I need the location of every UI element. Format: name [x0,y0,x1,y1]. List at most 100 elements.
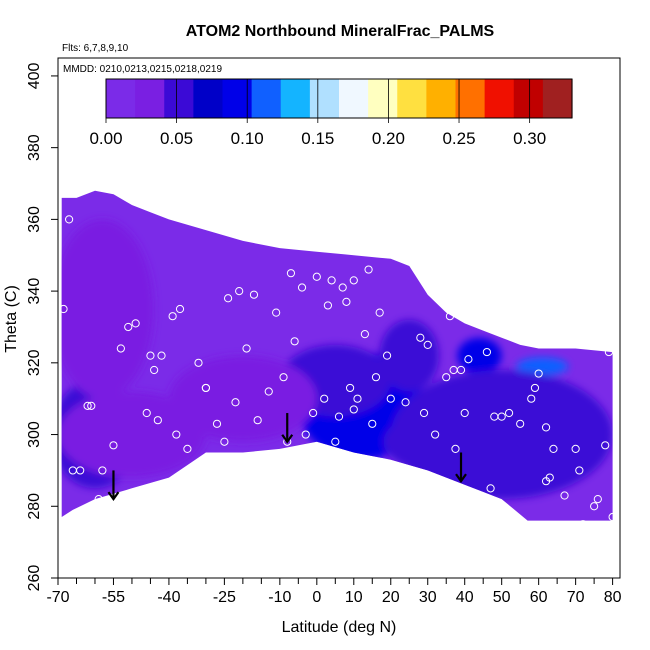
colorbar-swatch-4 [222,79,253,118]
sample-point-35 [327,276,336,285]
sample-point-64 [504,408,514,418]
sample-point-17 [175,304,185,314]
sample-point-72 [545,473,554,482]
colorbar-swatch-11 [426,79,457,118]
x-tick-label-3: -25 [213,589,236,606]
colorbar-tick-label-2: 0.10 [231,129,264,148]
sample-points [59,215,617,529]
sample-point-39 [349,405,358,414]
flight-arrow-2 [455,452,467,484]
sample-point-89 [297,283,307,292]
colorbar-tick-label-3: 0.15 [301,129,334,148]
x-tick-label-2: -40 [157,589,180,606]
sample-point-90 [323,301,333,310]
y-tick-label-7: 400 [26,62,43,89]
sample-point-4 [87,401,96,410]
colorbar-tick-label-6: 0.30 [513,129,546,148]
sample-point-13 [153,416,162,425]
flights-subtitle: Flts: 6,7,8,9,10 [62,43,129,54]
colorbar-tick-label-1: 0.05 [160,129,193,148]
sample-point-57 [456,365,466,375]
colorbar-swatch-1 [135,79,165,118]
sample-point-21 [223,294,233,303]
sample-point-91 [338,283,347,292]
sample-point-87 [220,437,229,446]
heat-feature-12 [61,391,206,478]
x-tick-label-6: 10 [345,589,363,606]
sample-point-45 [382,351,392,360]
sample-point-77 [578,520,588,529]
sample-point-73 [549,444,558,453]
x-tick-label-12: 70 [567,589,585,606]
colorbar-swatch-8 [339,79,369,118]
heat-feature-4 [516,357,569,376]
y-tick-label-1: 280 [26,493,43,520]
x-axis: -70 -55 -40 -25 -10 0 10 20 30 40 50 60 70 80 [46,578,622,606]
sample-point-7 [109,441,118,450]
heat-feature-13 [61,219,155,399]
sample-point-46 [386,394,395,403]
flight-arrow-1 [281,413,294,444]
x-tick-label-0: -70 [46,589,69,606]
colorbar-swatch-2 [164,79,194,118]
sample-point-60 [482,347,491,357]
x-tick-label-4: -10 [268,589,291,606]
sample-point-9 [124,322,133,332]
sample-point-43 [371,373,381,382]
sample-point-93 [349,276,358,285]
x-tick-label-8: 30 [419,589,437,606]
colorbar-swatch-9 [368,79,398,118]
colorbar-tick-label-5: 0.25 [442,129,475,148]
sample-point-31 [290,337,299,346]
colorbar-tick-label-4: 0.20 [372,129,405,148]
sample-point-70 [541,423,551,432]
sample-point-68 [530,383,540,393]
sample-point-63 [497,412,506,421]
sample-point-54 [445,312,455,321]
sample-point-16 [172,480,181,489]
sample-point-12 [150,365,159,375]
sample-point-23 [235,287,244,296]
colorbar-swatch-14 [513,79,544,118]
sample-point-66 [523,330,532,339]
sample-point-53 [442,373,451,382]
y-tick-label-4: 340 [26,278,43,305]
sample-point-75 [571,444,580,453]
sample-point-78 [590,502,599,511]
sample-point-3 [76,466,85,475]
sample-point-86 [172,430,181,439]
x-tick-label-5: 0 [312,589,321,606]
sample-point-15 [168,312,177,321]
sample-point-27 [264,387,273,396]
colorbar-swatch-10 [397,79,427,118]
sample-point-38 [345,383,355,393]
x-tick-label-7: 20 [382,589,400,606]
colorbar-swatch-3 [193,79,224,118]
sample-point-25 [249,290,259,299]
x-tick-label-9: 40 [456,589,474,606]
flight-arrow-0 [107,470,120,501]
colorbar-swatch-13 [484,79,515,118]
sample-point-96 [146,351,155,360]
sample-point-85 [183,444,192,453]
chart-title: ATOM2 Northbound MineralFrac_PALMS [186,23,495,40]
sample-point-84 [194,358,203,367]
y-axis: 260 280 300 320 340 360 380 400 [26,62,58,591]
sample-point-33 [309,408,318,418]
heat-feature-14 [390,370,613,500]
sample-point-88 [312,272,321,281]
sample-point-61 [486,484,495,493]
sample-point-28 [272,308,281,317]
y-tick-label-6: 380 [26,134,43,161]
colorbar: 0.00 0.05 0.10 0.15 0.20 0.25 0.30 [89,78,573,148]
sample-point-42 [368,419,377,428]
sample-point-10 [131,319,140,328]
sample-point-19 [212,419,222,428]
sample-point-22 [231,398,240,407]
sample-point-69 [534,369,543,378]
sample-point-83 [201,383,210,393]
y-tick-label-2: 300 [26,421,43,448]
sample-point-20 [216,466,225,475]
x-tick-label-13: 80 [604,589,622,606]
y-tick-label-3: 320 [26,349,43,376]
